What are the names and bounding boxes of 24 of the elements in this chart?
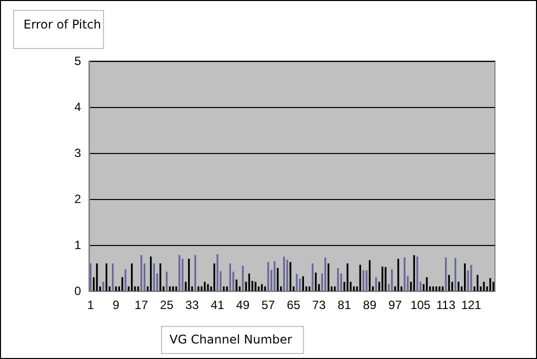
y-tick-label: 0 — [74, 284, 82, 298]
x-axis-title: VG Channel Number — [170, 332, 292, 346]
x-tick-label: 17 — [134, 298, 148, 312]
x-tick-label: 73 — [312, 298, 326, 312]
x-tick-label: 1 — [87, 298, 94, 312]
x-tick-label: 81 — [338, 298, 352, 312]
x-tick-label: 9 — [112, 298, 120, 312]
x-tick-label: 113 — [436, 298, 456, 312]
y-tick-label: 1 — [74, 238, 82, 252]
y-tick-label: 3 — [74, 146, 82, 160]
y-tick-label: 4 — [74, 100, 82, 114]
y-tick-label: 2 — [74, 192, 82, 206]
y-tick-label: 5 — [74, 54, 82, 68]
x-tick-label: 25 — [160, 298, 174, 312]
x-tick-label: 33 — [185, 298, 200, 312]
x-tick-label: 49 — [236, 298, 250, 312]
x-tick-label: 57 — [262, 298, 276, 312]
x-tick-label: 105 — [410, 298, 431, 312]
x-tick-label: 89 — [363, 298, 377, 312]
x-tick-label: 65 — [286, 298, 301, 312]
x-tick-label: 121 — [461, 298, 482, 312]
y-axis-title: Error of Pitch — [24, 18, 102, 32]
x-tick-label: 41 — [210, 298, 224, 312]
x-tick-label: 97 — [388, 298, 402, 312]
